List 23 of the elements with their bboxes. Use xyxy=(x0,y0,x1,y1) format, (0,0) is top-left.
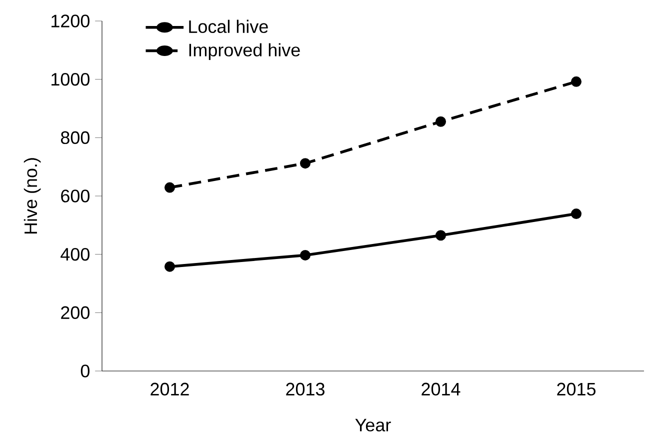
x-tick-label: 2015 xyxy=(557,382,596,396)
y-tick-label: 1200 xyxy=(52,14,90,28)
x-tick-label: 2012 xyxy=(150,382,189,396)
y-tick-label: 600 xyxy=(61,190,90,202)
y-tick-label: 200 xyxy=(61,306,90,320)
point xyxy=(570,76,582,87)
x-tick-label: 2013 xyxy=(286,382,324,396)
legend-label: Local hive xyxy=(189,20,268,34)
y-tick-label: 1000 xyxy=(52,72,90,86)
point xyxy=(435,230,446,241)
point xyxy=(164,261,176,272)
y-axis-title: Hive (no.) xyxy=(24,158,41,234)
x-axis-title: Year xyxy=(355,418,391,432)
y-tick-label: 0 xyxy=(80,364,90,378)
point xyxy=(300,250,311,260)
x-tick-label: 2014 xyxy=(422,382,460,396)
legend-label: Improved hive xyxy=(189,43,300,60)
point xyxy=(570,208,582,220)
y-tick-label: 800 xyxy=(60,131,90,144)
point xyxy=(435,116,446,127)
point xyxy=(164,182,176,193)
point xyxy=(300,158,311,169)
y-tick-label: 400 xyxy=(60,248,90,261)
